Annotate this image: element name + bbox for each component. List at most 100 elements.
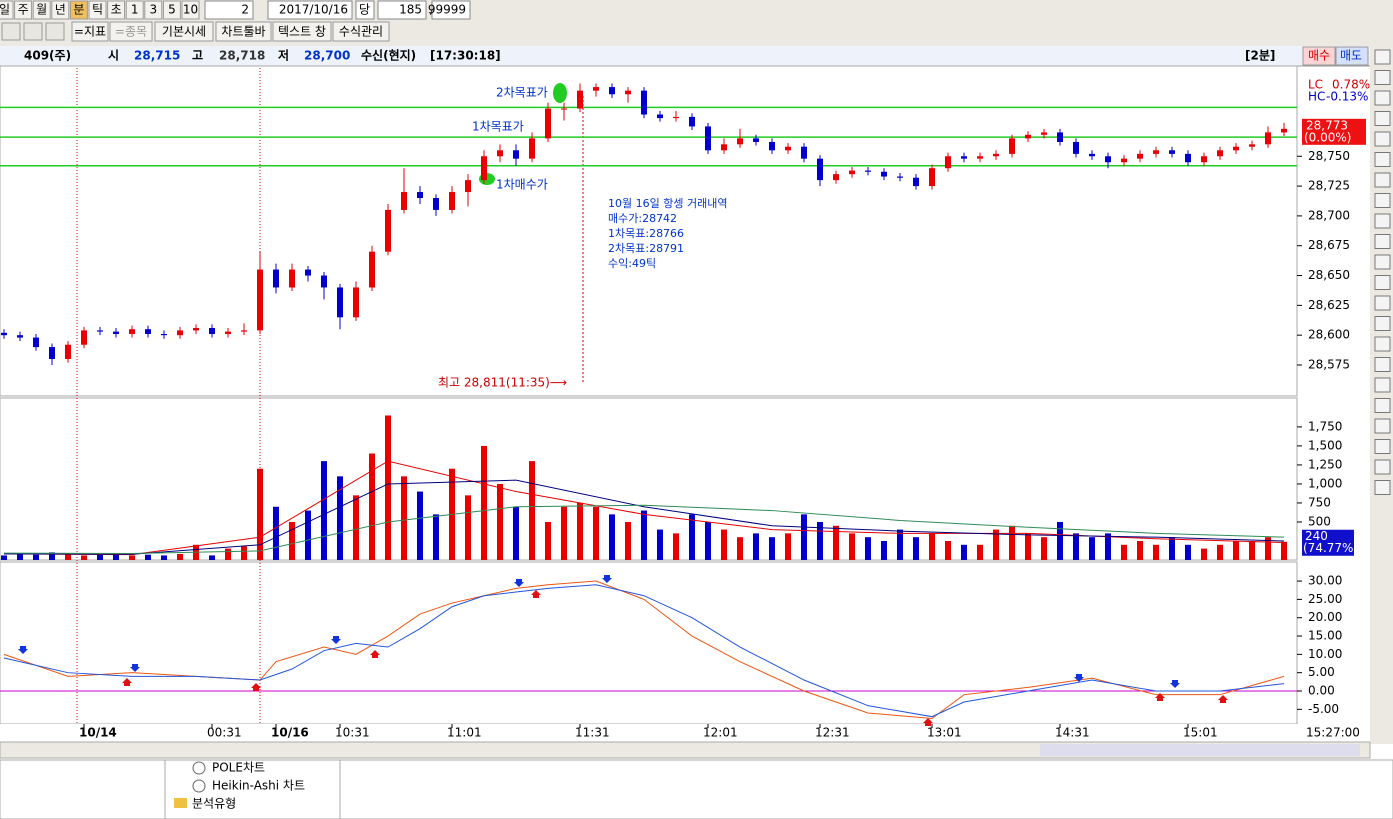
- tool-button-label[interactable]: 차트툴바: [221, 25, 265, 39]
- tool-button[interactable]: [109, 21, 153, 42]
- input-text[interactable]: 185: [399, 3, 422, 17]
- scroll-tools[interactable]: [1040, 744, 1360, 756]
- tool-icon[interactable]: [1374, 172, 1391, 188]
- scroll-bar[interactable]: [0, 741, 1371, 759]
- tool-icon[interactable]: [1374, 357, 1391, 372]
- tool-button-label[interactable]: 수식관리: [339, 25, 383, 39]
- tool-button[interactable]: [215, 21, 272, 42]
- input-text[interactable]: 당: [359, 3, 370, 17]
- tool-icon[interactable]: [1374, 275, 1391, 290]
- candle-body: [577, 90, 583, 109]
- period-button[interactable]: [51, 0, 70, 20]
- tool-icon[interactable]: [1374, 234, 1391, 249]
- candle-body: [113, 331, 119, 334]
- tool-button-label[interactable]: 기본시세: [162, 25, 206, 39]
- buy-button[interactable]: [1302, 46, 1336, 66]
- tool-icon[interactable]: [1374, 131, 1391, 147]
- input-box[interactable]: [204, 0, 254, 20]
- input-text[interactable]: 99999: [428, 3, 466, 17]
- tool-icon[interactable]: [1374, 439, 1391, 454]
- radio[interactable]: [192, 779, 206, 793]
- volume-bar: [1105, 533, 1111, 560]
- tool-icon[interactable]: [1374, 418, 1391, 434]
- tool-icon[interactable]: [1374, 336, 1391, 352]
- tool-button-label[interactable]: =종목: [115, 25, 147, 39]
- icon[interactable]: [1, 22, 21, 41]
- volume-bar: [993, 529, 999, 560]
- period-button[interactable]: [144, 0, 163, 20]
- tree-item[interactable]: POLE차트: [212, 761, 265, 775]
- volume-bar: [65, 553, 71, 560]
- period-button[interactable]: [88, 0, 107, 20]
- input-box[interactable]: [377, 0, 427, 20]
- period-label[interactable]: 3: [149, 3, 157, 17]
- period-button[interactable]: [181, 0, 200, 20]
- tool-icon[interactable]: [1374, 459, 1391, 475]
- tree-item[interactable]: Heikin-Ashi 차트: [212, 779, 305, 793]
- period-button[interactable]: [32, 0, 51, 20]
- icon[interactable]: [45, 22, 65, 41]
- period-button[interactable]: [162, 0, 181, 20]
- tool-icon[interactable]: [1374, 49, 1391, 65]
- input-text[interactable]: 2017/10/16: [279, 3, 348, 17]
- period-label[interactable]: 월: [36, 3, 47, 17]
- period-button[interactable]: [14, 0, 33, 20]
- period-button[interactable]: [107, 0, 126, 20]
- tool-icon[interactable]: [1374, 377, 1391, 393]
- tree-item[interactable]: 분석유형: [192, 797, 236, 811]
- volume-bar: [49, 552, 55, 560]
- input-box[interactable]: [267, 0, 353, 20]
- y-tick-label: 28,700: [1308, 208, 1350, 222]
- tool-icon[interactable]: [1374, 213, 1391, 229]
- tool-icon[interactable]: [1374, 480, 1391, 495]
- period-label[interactable]: 5: [168, 3, 176, 17]
- indicator-line: [3, 580, 1285, 720]
- candle-body: [769, 141, 775, 151]
- tool-button-label[interactable]: 텍스트 창: [278, 25, 326, 39]
- tool-button[interactable]: [154, 21, 214, 42]
- candle-body: [257, 269, 263, 331]
- volume-bar: [353, 495, 359, 560]
- radio[interactable]: [192, 761, 206, 775]
- tool-icon[interactable]: [1374, 111, 1391, 126]
- period-label[interactable]: 10: [183, 3, 198, 17]
- tool-button[interactable]: [71, 21, 109, 42]
- icon[interactable]: [23, 22, 43, 41]
- volume-bar: [657, 529, 663, 560]
- candle-body: [513, 150, 519, 159]
- buy[interactable]: 매수: [1308, 49, 1330, 63]
- period-label[interactable]: 주: [18, 3, 29, 17]
- period-label[interactable]: 일: [0, 3, 10, 17]
- input-box[interactable]: [431, 0, 471, 20]
- candle-body: [273, 269, 279, 288]
- x-axis-bg: [0, 724, 1370, 742]
- period-button[interactable]: [0, 0, 14, 20]
- period-button[interactable]: [125, 0, 144, 20]
- input-box[interactable]: [355, 0, 375, 20]
- status: 수신(현지): [361, 48, 416, 63]
- input-text[interactable]: 2: [241, 3, 249, 17]
- period-label[interactable]: 1: [131, 3, 139, 17]
- tool-button[interactable]: [272, 21, 332, 42]
- period-label[interactable]: 초: [111, 3, 122, 17]
- tool-icon[interactable]: [1374, 193, 1391, 208]
- sell-button[interactable]: [1335, 46, 1369, 66]
- tool-icon[interactable]: [1374, 70, 1391, 85]
- tool-icon[interactable]: [1374, 295, 1391, 311]
- tool-button-label[interactable]: =지표: [74, 25, 106, 39]
- tool-icon[interactable]: [1374, 398, 1391, 413]
- period-label[interactable]: 분: [73, 3, 84, 17]
- signal-arrow: [251, 683, 261, 691]
- note-line: 1차목표:28766: [608, 227, 684, 240]
- tool-icon[interactable]: [1374, 254, 1391, 270]
- tool-icon[interactable]: [1374, 90, 1391, 106]
- tool-button[interactable]: [332, 21, 390, 42]
- sell[interactable]: 매도: [1340, 49, 1362, 63]
- tool-icon[interactable]: [1374, 316, 1391, 331]
- volume-bar: [529, 461, 535, 560]
- period-label[interactable]: 틱: [92, 3, 103, 17]
- period-label[interactable]: 년: [55, 3, 66, 17]
- period-button[interactable]: [69, 0, 88, 20]
- tool-icon[interactable]: [1374, 152, 1391, 167]
